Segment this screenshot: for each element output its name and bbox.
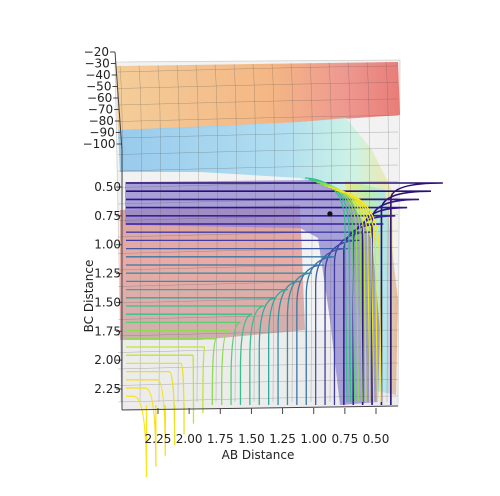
y-tick-label: 0.75 [94,209,121,223]
floor-pane [122,330,398,410]
contour-line [308,178,352,403]
contour-line [126,297,277,405]
mesh-line [117,346,399,353]
contour-line [126,395,148,478]
z-tick-label: −90 [89,126,114,140]
mesh-line [117,313,399,320]
y-tick-label: 1.75 [94,324,121,338]
mesh-line [290,63,294,403]
z-tick-label: −80 [89,114,114,128]
x-tick-label: 2.25 [145,432,172,446]
contour-line [126,338,218,405]
contour-line [126,272,312,405]
y-ticks: 0.50 0.75 1.00 1.25 1.50 1.75 2.00 2.25 [94,180,122,396]
mesh-line [328,62,332,403]
mesh-line [117,379,399,386]
contour-line [126,379,166,456]
z-tick-label: −20 [84,45,109,59]
surface-top-sheet [116,62,400,130]
mesh-line [117,115,399,122]
x-tick-label: 1.75 [207,432,234,446]
contour-line [339,190,382,403]
x-tick-label: 1.25 [269,432,296,446]
contour-line [312,180,356,403]
z-ticks: −20−30−40−50−60−70−80−90−100 [83,45,122,151]
z-tick-label: −40 [85,68,110,82]
mesh-line [214,64,218,403]
x-tick-label: 0.50 [363,432,390,446]
y-axis-title: BC Distance [82,260,96,333]
contour-line [126,313,253,405]
y-tick-label: 0.50 [94,180,121,194]
mesh-line [117,395,399,403]
contour-line [126,346,206,414]
mesh-line [117,181,399,188]
contour-line [126,370,176,446]
contour-line [126,354,195,424]
contour-line [126,206,408,405]
contour-line [304,177,348,403]
y-tick-label: 2.00 [94,353,121,367]
mesh-line [117,98,399,106]
mesh-line [117,164,399,172]
contour-line [126,280,301,405]
contour-line [126,387,157,467]
contour-line [126,329,229,405]
mesh-line [271,63,275,403]
y-tick-label: 2.25 [94,382,121,396]
z-tick-label: −60 [87,91,112,105]
mesh-line [117,329,399,337]
x-tick-label: 1.00 [300,432,327,446]
mesh-line [117,362,399,370]
y-tick-label: 1.00 [94,238,121,252]
mesh-line [117,148,399,155]
mesh-line [138,65,142,403]
mesh-line [385,61,389,403]
mesh-line [157,65,161,403]
y-tick-label: 1.25 [94,267,121,281]
z-axis-line [114,51,123,151]
contour-line [126,288,289,405]
x-axis-line [121,405,399,411]
mesh-line [195,64,199,403]
contour-line [126,305,265,405]
surface-valley [125,180,380,405]
y-tick-label: 1.50 [94,295,121,309]
x-ticks: 2.25 2.00 1.75 1.50 1.25 1.00 0.75 0.50 [145,408,390,446]
z-tick-label: −100 [83,137,116,151]
saddle-marker[interactable] [327,211,333,217]
x-axis-title: AB Distance [222,448,295,462]
x-tick-label: 2.00 [176,432,203,446]
contour-line [316,181,359,403]
contour-line [126,223,384,405]
contour-line [126,362,185,435]
mesh-line [252,63,256,403]
mesh-line [117,197,399,205]
z-tick-label: −50 [86,80,111,94]
z-tick-label: −70 [88,103,113,117]
mesh-line [117,82,399,89]
surface-blue-sheet [118,118,394,290]
z-tick-label: −30 [84,57,109,71]
contour-line [126,247,348,405]
mesh-line [176,65,180,403]
contour-line [126,321,241,405]
contour-line [320,183,363,403]
mesh-line [117,65,399,73]
x-tick-label: 0.75 [331,432,358,446]
mesh-line [117,131,399,139]
x-tick-label: 1.50 [238,432,265,446]
contour-lines [126,177,443,478]
